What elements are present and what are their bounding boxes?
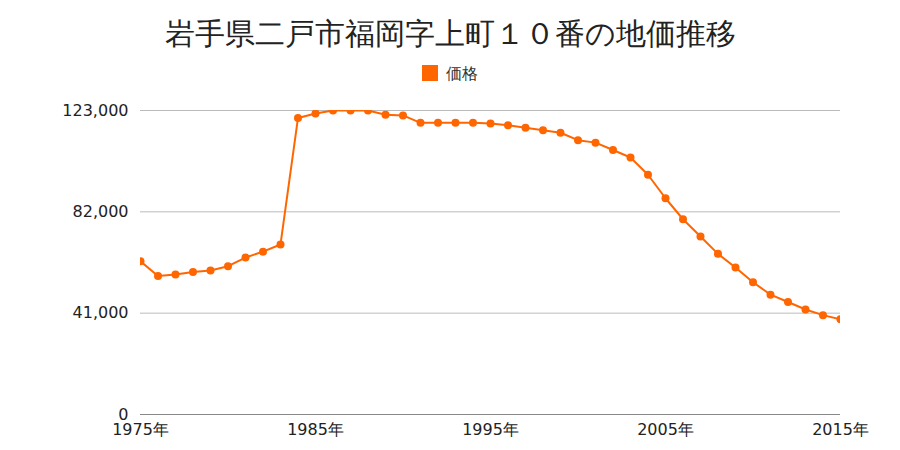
html-text:価格: 価格: [446, 64, 478, 83]
svg-text:2005年: 2005年: [637, 420, 694, 439]
svg-text:1995年: 1995年: [462, 420, 519, 439]
html-text:岩手県二戸市福岡字上町１０番の地価推移: 岩手県二戸市福岡字上町１０番の地価推移: [164, 16, 736, 51]
svg-text:123,000: 123,000: [62, 101, 128, 120]
svg-text:1975年: 1975年: [112, 420, 169, 439]
svg-text:2015年: 2015年: [812, 420, 869, 439]
svg-text:1985年: 1985年: [287, 420, 344, 439]
svg-text:0: 0: [118, 404, 129, 424]
svg-text:41,000: 41,000: [73, 303, 129, 322]
svg-text:82,000: 82,000: [73, 202, 129, 221]
